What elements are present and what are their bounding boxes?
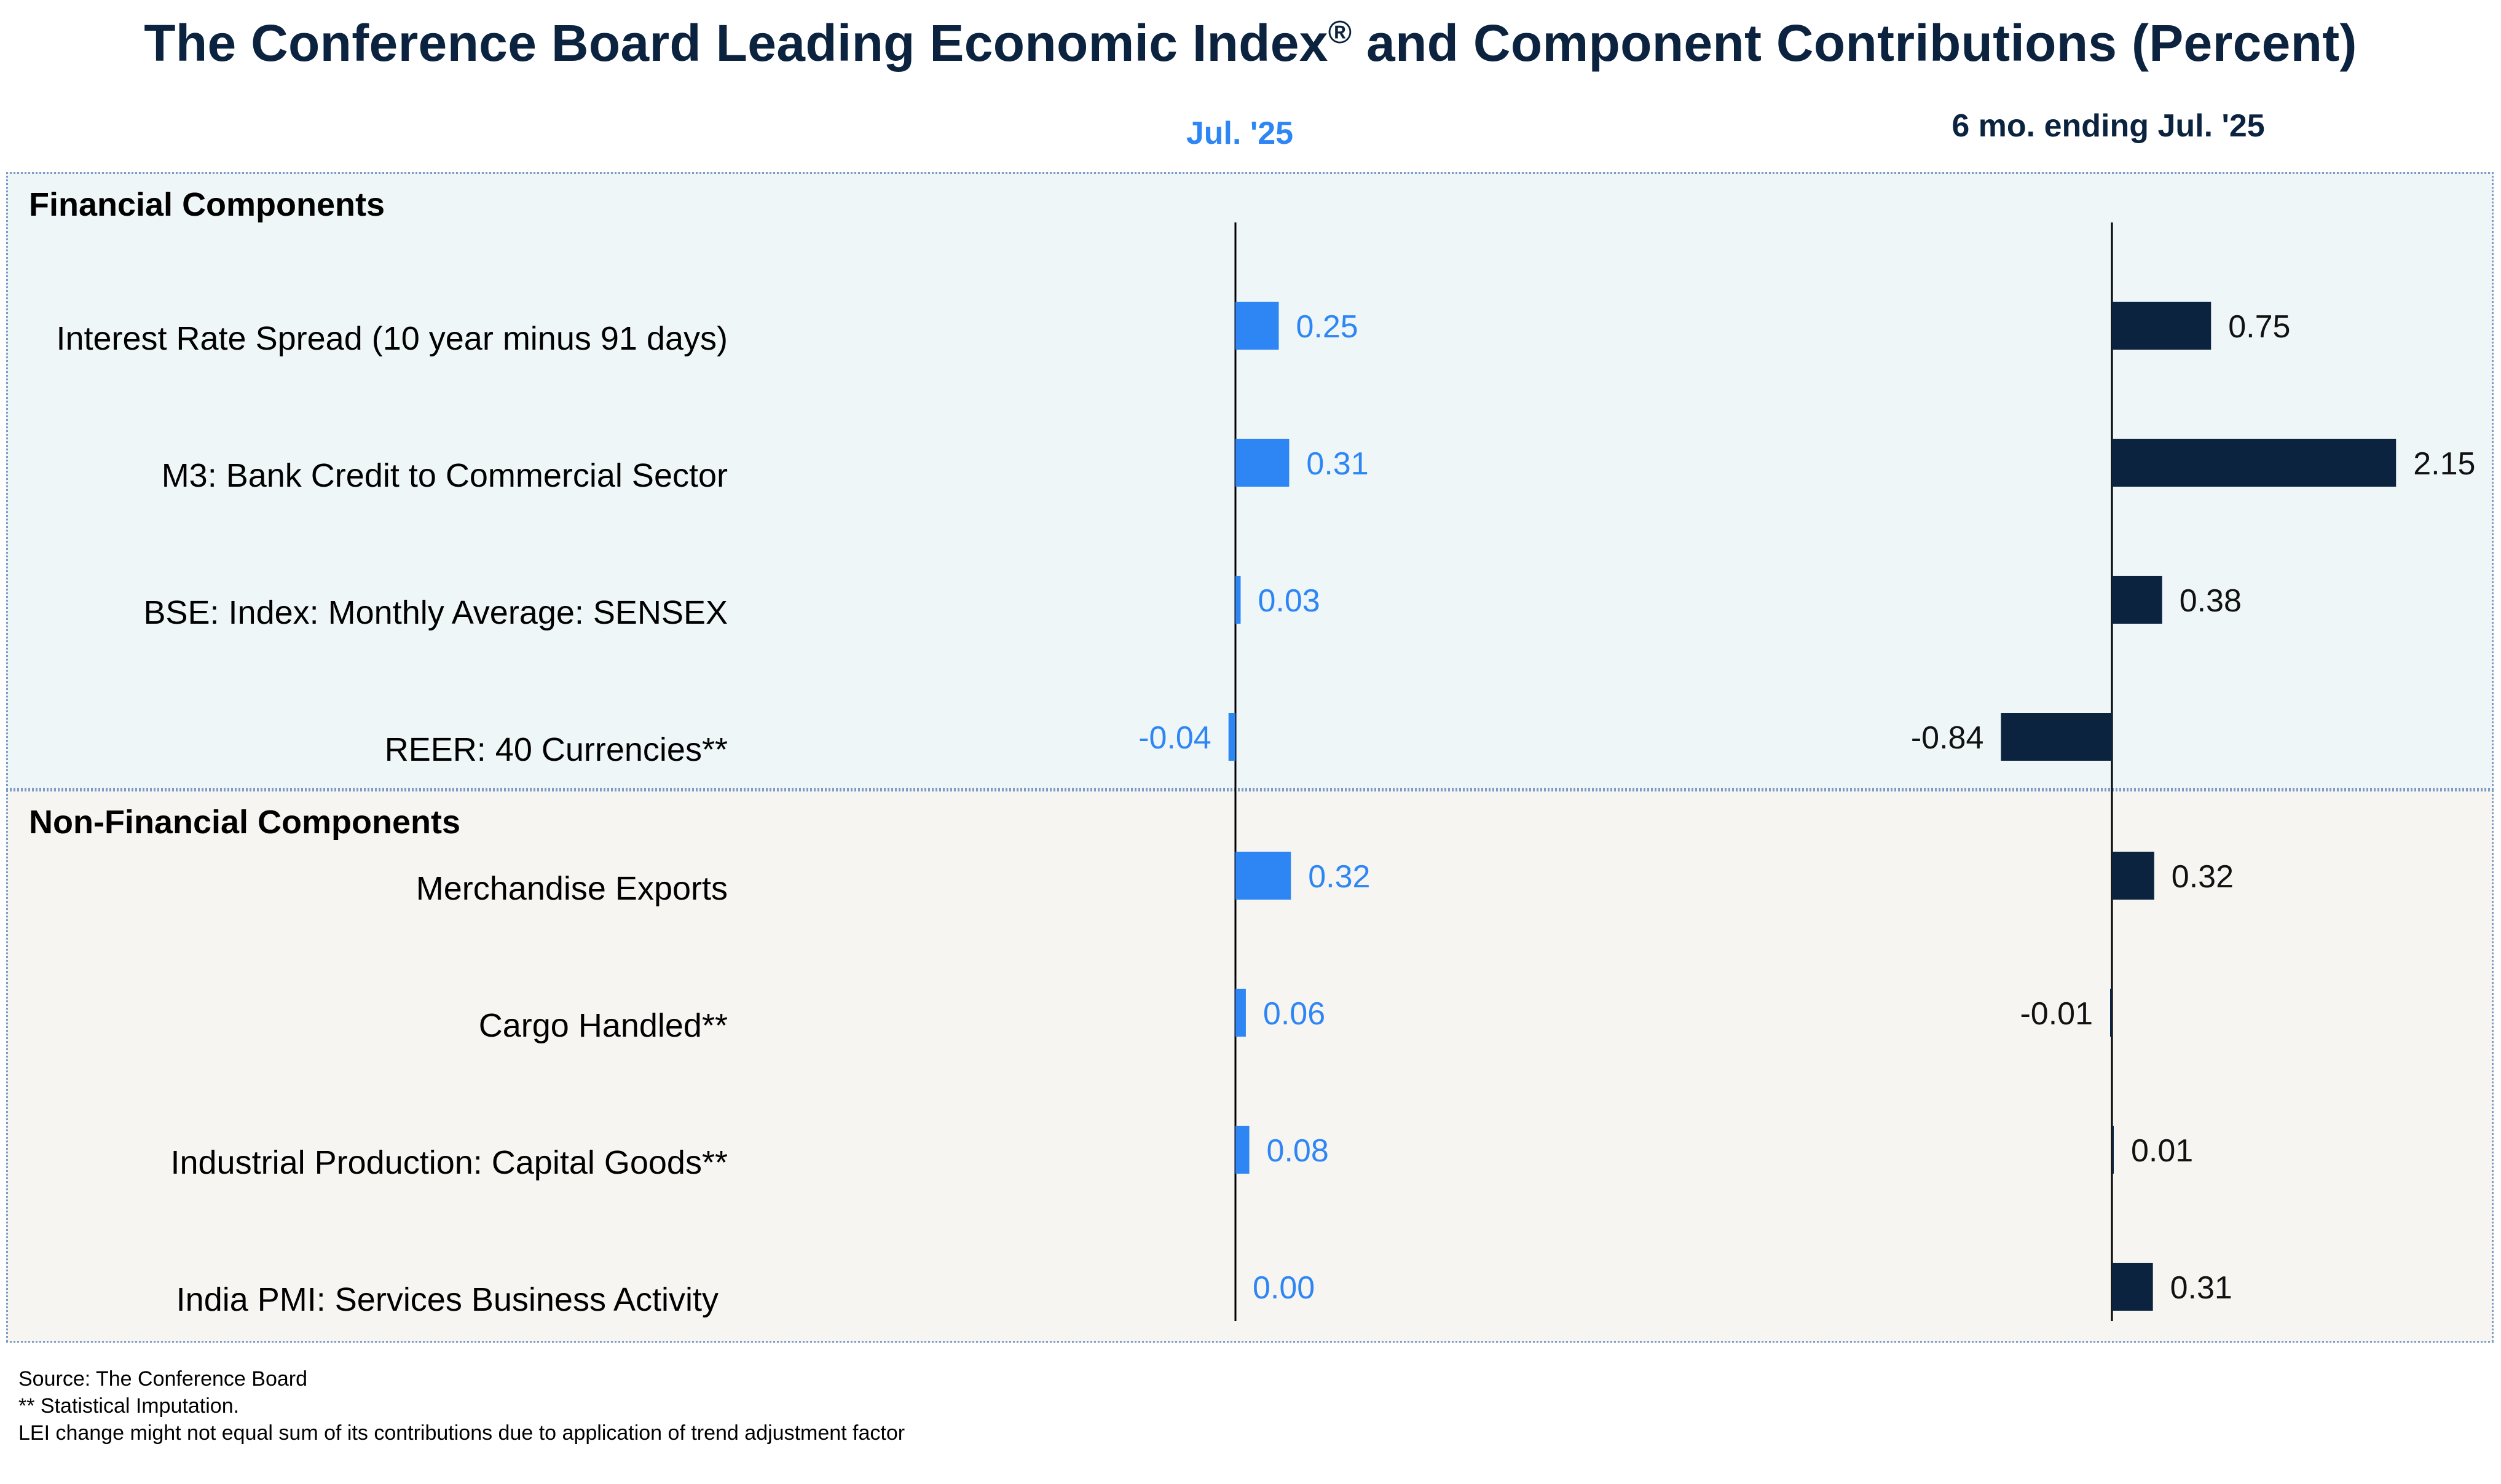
data-label: -0.01	[2020, 996, 2093, 1032]
category-label: Cargo Handled**	[478, 1007, 728, 1044]
data-label: 0.32	[2172, 859, 2234, 895]
data-label: 0.01	[2131, 1133, 2193, 1169]
category-label: M3: Bank Credit to Commercial Sector	[161, 457, 728, 494]
section-title-non-financial: Non-Financial Components	[29, 804, 460, 841]
bar	[2112, 1126, 2114, 1174]
data-label: -0.84	[1911, 720, 1984, 756]
category-label: India PMI: Services Business Activity	[176, 1281, 719, 1318]
bar	[1235, 852, 1291, 900]
bar	[1235, 1126, 1250, 1174]
bar	[2112, 439, 2397, 487]
data-label: 0.38	[2180, 583, 2242, 619]
bar	[2112, 576, 2162, 624]
data-label: 0.08	[1267, 1133, 1329, 1169]
data-label: 0.00	[1253, 1270, 1315, 1306]
bar	[2112, 852, 2154, 900]
category-label: BSE: Index: Monthly Average: SENSEX	[143, 594, 728, 631]
bar	[2112, 1263, 2153, 1311]
column-header-6mo: 6 mo. ending Jul. '25	[1952, 108, 2265, 144]
trend-adjustment-note: LEI change might not equal sum of its co…	[18, 1421, 905, 1445]
registered-mark: ®	[1328, 15, 1352, 50]
data-label: 0.75	[2228, 309, 2290, 345]
data-label: 0.32	[1308, 859, 1370, 895]
bar	[1235, 989, 1246, 1037]
data-label: 2.15	[2413, 446, 2475, 482]
data-label: 0.31	[2170, 1270, 2232, 1306]
category-label: Industrial Production: Capital Goods**	[170, 1144, 728, 1181]
data-label: 0.06	[1263, 996, 1325, 1032]
bar	[2001, 713, 2112, 761]
chart-title-suffix: and Component Contributions (Percent)	[1352, 14, 2357, 72]
imputation-note: ** Statistical Imputation.	[18, 1394, 240, 1418]
data-label: 0.31	[1306, 446, 1368, 482]
category-label: REER: 40 Currencies**	[384, 731, 728, 768]
bar	[1235, 576, 1241, 624]
footnotes: Source: The Conference Board ** Statisti…	[18, 1365, 905, 1447]
column-header-jul: Jul. '25	[1186, 116, 1294, 151]
bar	[1228, 713, 1235, 761]
source-note: Source: The Conference Board	[18, 1367, 307, 1391]
bar	[1235, 439, 1290, 487]
data-label: 0.03	[1258, 583, 1320, 619]
section-title-financial: Financial Components	[29, 186, 385, 223]
chart-title-text: The Conference Board Leading Economic In…	[144, 14, 1328, 72]
bar	[2112, 302, 2212, 350]
category-label: Merchandise Exports	[416, 870, 728, 907]
chart-title: The Conference Board Leading Economic In…	[0, 14, 2501, 73]
data-label: 0.25	[1296, 309, 1358, 345]
category-label: Interest Rate Spread (10 year minus 91 d…	[56, 320, 728, 357]
bar	[1235, 302, 1279, 350]
data-label: -0.04	[1138, 720, 1211, 756]
bar	[2110, 989, 2112, 1037]
